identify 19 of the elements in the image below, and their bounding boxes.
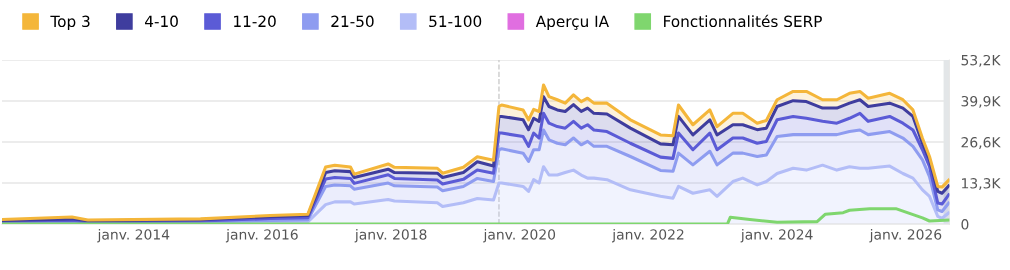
x-tick-label: janv. 2016 [225, 228, 298, 243]
x-tick-label: janv. 2020 [483, 228, 556, 243]
legend-label: 21-50 [331, 15, 374, 28]
legend-label: 4-10 [144, 15, 178, 28]
x-tick-label: janv. 2022 [612, 228, 684, 243]
legend-label: Aperçu IA [535, 15, 609, 31]
legend-label: Fonctionnalités SERP [664, 14, 822, 28]
legend-label: Top 3 [50, 15, 90, 31]
y-tick-label: 26,6K [961, 136, 1001, 149]
legend-label: 11-20 [234, 15, 276, 28]
y-tick-label: 39,9K [961, 95, 1001, 108]
x-tick-label: janv. 2026 [869, 228, 942, 243]
x-tick-label: janv. 2024 [740, 228, 813, 243]
legend-label: 51-100 [429, 15, 482, 28]
x-tick-label: janv. 2014 [97, 228, 170, 243]
x-tick-label: janv. 2018 [354, 228, 427, 243]
y-tick-label: 53,2K [961, 54, 1001, 67]
y-tick-label: 13,3K [962, 178, 1001, 190]
y-tick-label: 0 [961, 219, 969, 230]
